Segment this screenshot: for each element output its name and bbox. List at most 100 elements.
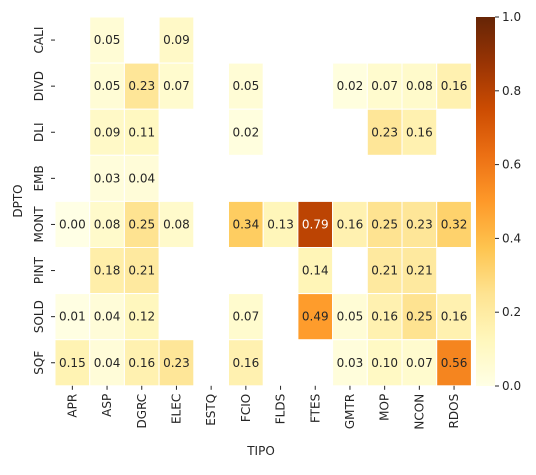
cell-value-label: 0.25 [128, 217, 155, 231]
x-axis: APR ASP DGRC ELEC ESTQ FCIO FLDS FTES GMTR MOP NCO… [65, 385, 461, 430]
y-tick-label: SOLD [32, 300, 46, 333]
heatmap-cell-dli-ncon [401, 108, 438, 156]
heatmap-cell-cali-elec [158, 16, 195, 64]
cell-value-label: 0.25 [371, 217, 398, 231]
cell-value-label: 0.16 [406, 125, 433, 139]
y-tick-label: EMB [32, 165, 46, 191]
x-tick-label: FTES [308, 394, 322, 423]
x-tick-label: NCON [412, 394, 426, 430]
x-tick-label: MOP [378, 394, 392, 421]
cell-value-label: 0.79 [302, 217, 329, 231]
heatmap-cell-mont-gmtr [332, 200, 368, 248]
cell-value-label: 0.21 [128, 264, 155, 278]
heatmap-cell-sold-dgrc [123, 293, 160, 341]
heatmap-cell-pint-dgrc [123, 247, 160, 295]
cell-value-label: 0.23 [128, 79, 155, 93]
cell-value-label: 0.14 [302, 264, 329, 278]
cell-value-label: 0.05 [232, 79, 259, 93]
cell-value-label: 0.21 [406, 264, 433, 278]
cell-value-label: 0.10 [371, 356, 398, 370]
heatmap-cell-sqf-mop [366, 339, 403, 387]
cell-value-label: 0.03 [337, 356, 364, 370]
heatmap-cell-mont-ncon [401, 200, 438, 248]
heatmap-cell-mont-elec [158, 200, 195, 248]
heatmap-cell-divd-rdos [436, 62, 472, 110]
heatmap-cells [54, 16, 472, 387]
heatmap-cell-dli-dgrc [123, 108, 160, 156]
cell-value-label: 0.16 [232, 356, 259, 370]
cell-value-label: 0.16 [337, 217, 364, 231]
y-tick-label: DIVD [32, 71, 46, 101]
cell-value-label: 0.09 [163, 33, 190, 47]
heatmap-cell-divd-elec [158, 62, 195, 110]
heatmap-cell-mont-asp [89, 200, 125, 248]
cell-value-label: 0.18 [94, 264, 121, 278]
colorbar-gradient [476, 17, 495, 386]
heatmap-cell-mont-fcio [228, 200, 264, 248]
heatmap-cell-divd-mop [366, 62, 403, 110]
colorbar: 0.0 0.2 0.4 0.6 0.8 1.0 [476, 10, 521, 393]
x-tick-label: ELEC [169, 394, 183, 424]
cell-value-label: 0.16 [371, 310, 398, 324]
heatmap-cell-emb-dgrc [123, 154, 160, 202]
cell-value-label: 0.04 [128, 171, 155, 185]
cell-value-label: 0.07 [163, 79, 190, 93]
cell-value-label: 0.07 [406, 356, 433, 370]
heatmap-cell-sold-ftes [297, 293, 334, 341]
heatmap-cell-sold-fcio [228, 293, 264, 341]
heatmap-cell-dli-fcio [228, 108, 264, 156]
cell-value-label: 0.07 [371, 79, 398, 93]
heatmap-cell-sqf-elec [158, 339, 195, 387]
colorbar-ticks: 0.0 0.2 0.4 0.6 0.8 1.0 [495, 10, 521, 393]
y-tick-label: MONT [32, 206, 46, 243]
heatmap-cell-sold-mop [366, 293, 403, 341]
cell-value-label: 0.08 [406, 79, 433, 93]
x-tick-label: ASP [100, 394, 114, 417]
x-axis-label: TIPO [246, 444, 275, 458]
colorbar-tick-label: 0.6 [502, 158, 521, 172]
heatmap-cell-sqf-rdos [436, 339, 472, 387]
cell-value-label: 0.02 [337, 79, 364, 93]
heatmap-cell-pint-ftes [297, 247, 334, 295]
y-axis: CALI DIVD DLI EMB MONT PINT SOLD SQF [32, 27, 55, 375]
cell-value-label: 0.21 [371, 264, 398, 278]
cell-value-label: 0.00 [59, 217, 86, 231]
cell-value-label: 0.05 [94, 79, 121, 93]
x-tick-label: FCIO [239, 394, 253, 422]
cell-value-label: 0.25 [406, 310, 433, 324]
heatmap-cell-cali-asp [89, 16, 125, 64]
x-tick-label: ESTQ [204, 394, 218, 426]
colorbar-tick-label: 1.0 [502, 10, 521, 24]
cell-value-label: 0.49 [302, 310, 329, 324]
cell-value-label: 0.23 [406, 217, 433, 231]
cell-value-label: 0.23 [163, 356, 190, 370]
heatmap-cell-mont-dgrc [123, 200, 160, 248]
colorbar-tick-label: 0.8 [502, 84, 521, 98]
y-tick-label: PINT [32, 256, 46, 284]
cell-value-label: 0.11 [128, 125, 155, 139]
cell-value-label: 0.15 [59, 356, 86, 370]
heatmap-cell-sold-rdos [436, 293, 472, 341]
cell-value-label: 0.16 [441, 310, 468, 324]
heatmap-cell-emb-asp [89, 154, 125, 202]
heatmap-cell-divd-gmtr [332, 62, 368, 110]
heatmap-cell-pint-asp [89, 247, 125, 295]
cell-value-label: 0.04 [94, 310, 121, 324]
cell-value-label: 0.07 [232, 310, 259, 324]
cell-value-label: 0.16 [128, 356, 155, 370]
cell-value-label: 0.05 [337, 310, 364, 324]
cell-value-label: 0.08 [163, 217, 190, 231]
cell-value-label: 0.16 [441, 79, 468, 93]
heatmap-cell-pint-ncon [401, 247, 438, 295]
cell-value-label: 0.02 [232, 125, 259, 139]
cell-value-label: 0.13 [267, 217, 294, 231]
cell-value-label: 0.23 [371, 125, 398, 139]
cell-value-label: 0.04 [94, 356, 121, 370]
cell-value-label: 0.56 [441, 356, 468, 370]
y-tick-label: SQF [32, 351, 46, 375]
cell-value-label: 0.34 [232, 217, 259, 231]
x-tick-label: RDOS [447, 394, 461, 429]
heatmap-cell-sqf-dgrc [123, 339, 160, 387]
heatmap-cell-mont-flds [262, 200, 299, 248]
